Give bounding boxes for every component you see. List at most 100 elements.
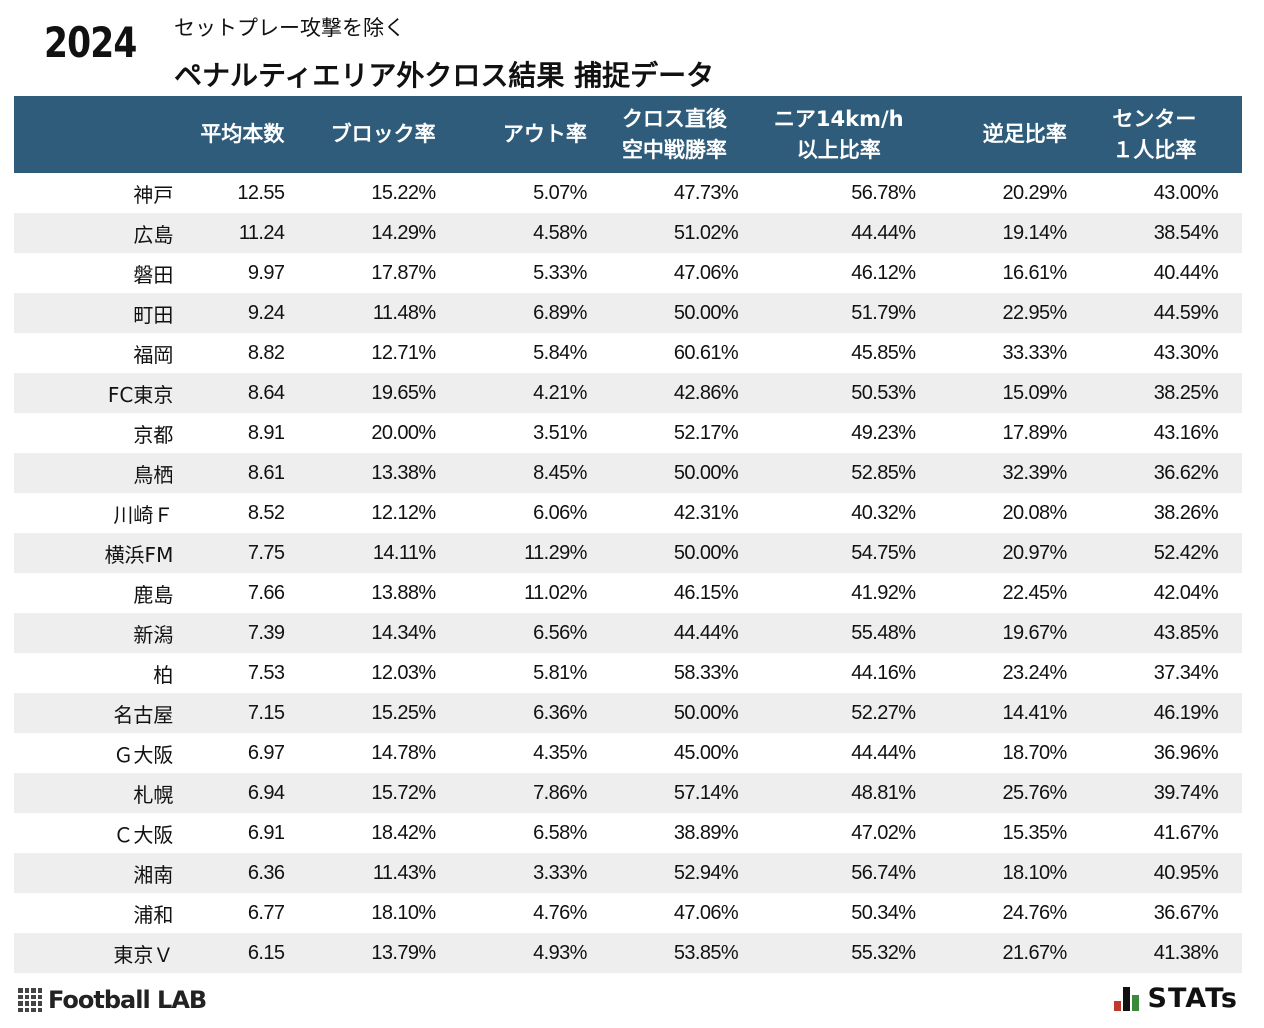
- cell-near-14kmh: 50.53%: [851, 381, 916, 404]
- cell-out-rate: 8.45%: [533, 461, 587, 484]
- cell-center-one: 36.62%: [1153, 461, 1219, 484]
- cell-reverse-foot: 15.35%: [1002, 821, 1067, 844]
- cell-near-14kmh: 44.44%: [851, 741, 916, 764]
- cell-aerial-win-rate: 60.61%: [673, 341, 739, 364]
- team-name-cell: 京都: [133, 422, 174, 447]
- column-header-line: クロス直後: [621, 106, 727, 131]
- cell-block-rate: 15.25%: [371, 701, 436, 724]
- cell-aerial-win-rate: 46.15%: [673, 581, 739, 604]
- team-name-cell: 福岡: [133, 342, 174, 367]
- cell-block-rate: 15.22%: [371, 181, 436, 204]
- cell-near-14kmh: 56.74%: [851, 861, 916, 884]
- column-header-line: ブロック率: [330, 122, 436, 146]
- cell-avg-count: 12.55: [237, 181, 285, 204]
- cell-block-rate: 18.42%: [371, 821, 436, 844]
- cell-aerial-win-rate: 38.89%: [673, 821, 739, 844]
- column-header-line: アウト率: [502, 122, 587, 146]
- table-header: 平均本数 ブロック率 アウト率 クロス直後 空中戦勝率 ニア14km/h 以上比率 逆足比率セ…: [14, 96, 1242, 173]
- cell-avg-count: 8.61: [247, 461, 285, 484]
- cell-avg-count: 6.36: [247, 861, 285, 884]
- cell-avg-count: 8.64: [247, 381, 285, 404]
- cell-near-14kmh: 40.32%: [851, 501, 916, 524]
- cell-avg-count: 8.82: [247, 341, 285, 364]
- cell-near-14kmh: 52.85%: [851, 461, 916, 484]
- cell-aerial-win-rate: 57.14%: [673, 781, 739, 804]
- cell-avg-count: 6.15: [247, 941, 285, 964]
- cell-center-one: 43.16%: [1153, 421, 1219, 444]
- cell-near-14kmh: 45.85%: [851, 341, 916, 364]
- table-row: 東京Ｖ 6.15 13.79% 4.93% 53.85% 55.32% 21.67% 41.3…: [14, 933, 1242, 973]
- cell-center-one: 42.04%: [1153, 581, 1219, 604]
- cell-block-rate: 19.65%: [371, 381, 436, 404]
- team-name-cell: 湘南: [133, 862, 174, 887]
- team-name-cell: 名古屋: [113, 702, 174, 727]
- team-name-cell: Ｇ大阪: [113, 742, 174, 767]
- cell-block-rate: 11.48%: [372, 301, 436, 324]
- table-row: 柏 7.53 12.03% 5.81% 58.33% 44.16% 23.24% 37.34%: [14, 653, 1242, 693]
- cell-aerial-win-rate: 47.06%: [673, 261, 739, 284]
- cell-reverse-foot: 19.67%: [1002, 621, 1067, 644]
- team-name-cell: 横浜FM: [104, 542, 174, 567]
- cell-near-14kmh: 51.79%: [851, 301, 916, 324]
- cell-near-14kmh: 41.92%: [851, 581, 916, 604]
- cell-aerial-win-rate: 47.73%: [673, 181, 739, 204]
- cell-center-one: 37.34%: [1153, 661, 1219, 684]
- cell-avg-count: 6.97: [247, 741, 285, 764]
- football-lab-logo: Football LAB: [18, 986, 207, 1014]
- cell-reverse-foot: 18.70%: [1002, 741, 1067, 764]
- column-header-avg-count: 平均本数: [177, 96, 308, 173]
- cell-center-one: 39.74%: [1153, 781, 1219, 804]
- cell-avg-count: 11.24: [238, 221, 285, 244]
- cell-center-one: 36.96%: [1153, 741, 1219, 764]
- cell-out-rate: 4.58%: [533, 221, 587, 244]
- table-row: Ｃ大阪 6.91 18.42% 6.58% 38.89% 47.02% 15.35% 41.6…: [14, 813, 1242, 853]
- cell-block-rate: 13.88%: [371, 581, 436, 604]
- cell-near-14kmh: 47.02%: [851, 821, 916, 844]
- cell-reverse-foot: 20.08%: [1002, 501, 1067, 524]
- table-row: 鹿島 7.66 13.88% 11.02% 46.15% 41.92% 22.45% 42.0…: [14, 573, 1242, 613]
- table-row: 川崎Ｆ 8.52 12.12% 6.06% 42.31% 40.32% 20.08% 38.2…: [14, 493, 1242, 533]
- cell-reverse-foot: 20.97%: [1002, 541, 1067, 564]
- cell-reverse-foot: 18.10%: [1002, 861, 1067, 884]
- cell-avg-count: 6.77: [247, 901, 285, 924]
- cell-reverse-foot: 21.67%: [1002, 941, 1067, 964]
- cell-center-one: 52.42%: [1153, 541, 1219, 564]
- cell-out-rate: 6.89%: [533, 301, 587, 324]
- cell-aerial-win-rate: 58.33%: [673, 661, 739, 684]
- cell-reverse-foot: 16.61%: [1002, 261, 1067, 284]
- cell-out-rate: 3.33%: [533, 861, 587, 884]
- cell-near-14kmh: 54.75%: [851, 541, 916, 564]
- column-header-block-rate: ブロック率: [308, 96, 459, 173]
- cell-out-rate: 6.58%: [533, 821, 587, 844]
- cell-near-14kmh: 52.27%: [851, 701, 916, 724]
- cell-reverse-foot: 25.76%: [1002, 781, 1067, 804]
- cell-center-one: 41.67%: [1153, 821, 1219, 844]
- column-header-line: 平均本数: [200, 122, 285, 146]
- cell-out-rate: 3.51%: [533, 421, 587, 444]
- cell-avg-count: 7.75: [247, 541, 285, 564]
- team-name-cell: 磐田: [133, 262, 174, 287]
- cell-out-rate: 4.35%: [533, 741, 587, 764]
- column-header-near-14kmh: ニア14km/h 以上比率: [762, 96, 939, 173]
- team-name-cell: FC東京: [107, 382, 174, 407]
- cell-reverse-foot: 17.89%: [1002, 421, 1067, 444]
- column-header-line: 空中戦勝率: [621, 137, 727, 162]
- cell-center-one: 44.59%: [1153, 301, 1219, 324]
- table-row: 札幌 6.94 15.72% 7.86% 57.14% 48.81% 25.76% 39.74…: [14, 773, 1242, 813]
- cell-aerial-win-rate: 52.17%: [673, 421, 739, 444]
- cell-out-rate: 4.93%: [533, 941, 587, 964]
- team-name-cell: 柏: [153, 662, 174, 687]
- team-name-cell: 鹿島: [133, 582, 174, 607]
- cell-aerial-win-rate: 45.00%: [673, 741, 739, 764]
- cell-reverse-foot: 32.39%: [1002, 461, 1067, 484]
- column-header-line: 以上比率: [796, 137, 881, 162]
- cell-out-rate: 5.84%: [533, 341, 587, 364]
- cell-reverse-foot: 14.41%: [1002, 701, 1067, 724]
- table-row: 福岡 8.82 12.71% 5.84% 60.61% 45.85% 33.33% 43.30…: [14, 333, 1242, 373]
- grid-logo-icon: [18, 988, 42, 1012]
- cell-out-rate: 4.21%: [533, 381, 587, 404]
- team-name-cell: 広島: [133, 222, 174, 247]
- cell-reverse-foot: 23.24%: [1002, 661, 1067, 684]
- column-header-out-rate: アウト率: [460, 96, 611, 173]
- cell-out-rate: 4.76%: [533, 901, 587, 924]
